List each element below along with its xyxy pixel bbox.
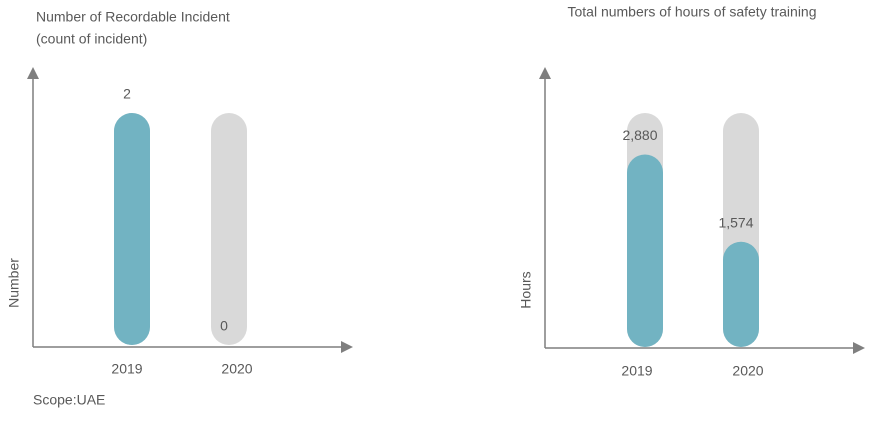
bar-track (211, 113, 247, 345)
value-label: 0 (220, 318, 228, 334)
x-tick-label: 2020 (732, 363, 763, 379)
value-label: 2,880 (622, 127, 657, 143)
y-axis-label: Hours (518, 271, 534, 308)
y-axis-label: Number (6, 258, 22, 308)
bar (627, 154, 663, 347)
chart-title: Number of Recordable Incident (36, 9, 230, 25)
scope-note: Scope:UAE (33, 392, 105, 408)
x-tick-label: 2019 (621, 363, 652, 379)
bar (114, 113, 150, 345)
x-tick-label: 2019 (111, 361, 142, 377)
x-tick-label: 2020 (221, 361, 252, 377)
value-label: 2 (123, 86, 131, 102)
value-label: 1,574 (718, 214, 753, 230)
chart-subtitle: (count of incident) (36, 31, 147, 47)
chart-title: Total numbers of hours of safety trainin… (567, 4, 816, 20)
bar (723, 241, 759, 347)
